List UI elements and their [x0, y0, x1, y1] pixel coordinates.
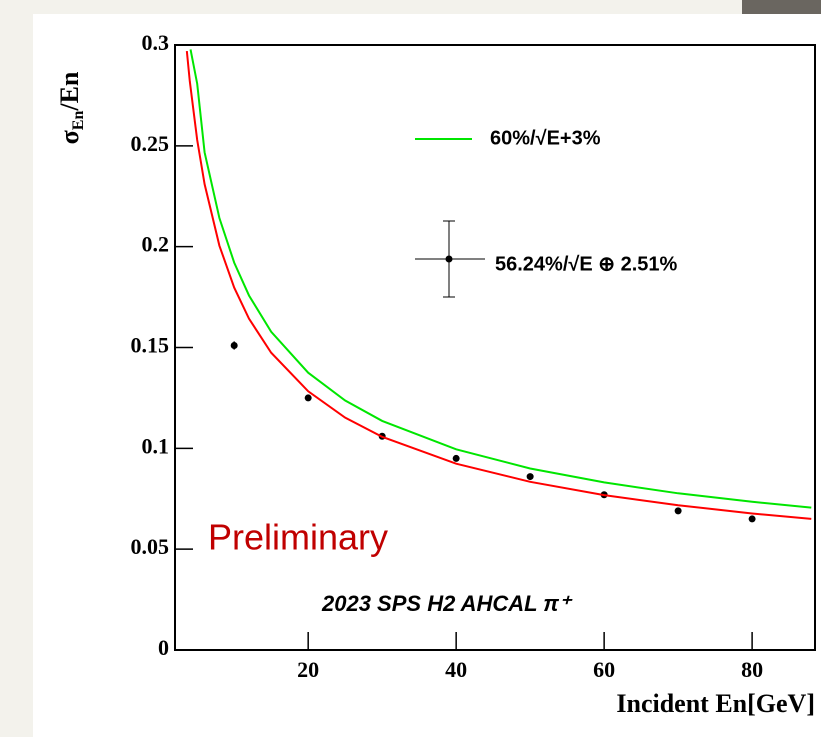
y-axis-label: σEn/En — [55, 71, 87, 144]
y-tick-label: 0.05 — [131, 534, 170, 559]
data-point — [748, 515, 756, 523]
data-point — [526, 473, 534, 481]
y-label-rest: /En — [55, 71, 84, 112]
photo-fragment — [742, 0, 821, 14]
curve — [189, 49, 812, 509]
legend-label: 56.24%/√E ⊕ 2.51% — [495, 253, 678, 275]
y-label-symbol: σ — [55, 130, 84, 144]
x-axis-label: Incident En[GeV] — [616, 689, 815, 718]
x-tick-label: 60 — [593, 657, 615, 682]
y-tick-label: 0.15 — [131, 333, 170, 358]
x-tick-label: 80 — [741, 657, 763, 682]
x-tick-label: 40 — [445, 657, 467, 682]
data-point — [674, 507, 682, 515]
data-point — [452, 454, 460, 462]
panel — [33, 14, 821, 737]
y-tick-label: 0.25 — [131, 131, 170, 156]
x-tick-label: 20 — [297, 657, 319, 682]
y-tick-label: 0.2 — [142, 232, 170, 257]
legend-label: 60%/√E+3% — [490, 127, 601, 149]
y-label-subscript: En — [70, 111, 87, 131]
y-tick-label: 0 — [158, 635, 169, 660]
data-point — [230, 341, 238, 349]
data-point — [304, 394, 312, 402]
run-label: 2023 SPS H2 AHCAL π⁺ — [321, 591, 573, 616]
preliminary-label: Preliminary — [208, 517, 388, 558]
y-tick-label: 0.3 — [142, 30, 170, 55]
legend-marker — [445, 255, 453, 263]
y-tick-label: 0.1 — [142, 433, 170, 458]
curve — [185, 50, 812, 520]
